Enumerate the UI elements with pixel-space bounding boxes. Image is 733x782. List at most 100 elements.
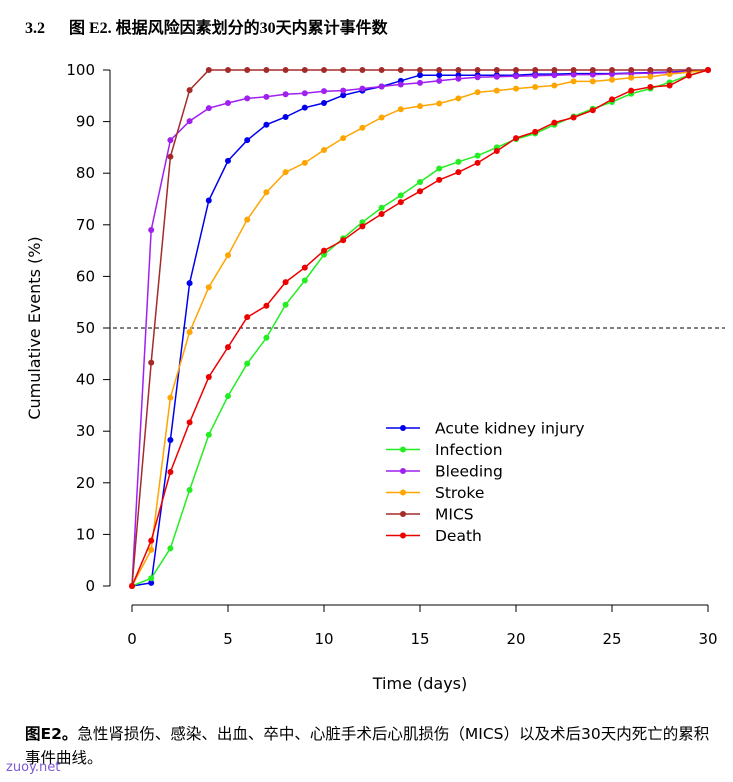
data-point-stroke — [647, 73, 654, 80]
data-point-infection — [263, 334, 270, 341]
data-point-death — [705, 67, 711, 73]
data-point-acute-kidney-injury — [225, 157, 231, 164]
data-point-stroke — [225, 252, 231, 259]
data-point-mics — [532, 67, 539, 73]
data-point-acute-kidney-injury — [301, 104, 308, 111]
section-number: 3.2 — [25, 20, 45, 37]
data-point-death — [321, 247, 327, 254]
data-point-stroke — [551, 82, 558, 89]
data-point-death — [301, 264, 308, 271]
legend-label: Bleeding — [435, 463, 503, 481]
data-point-mics — [685, 67, 692, 73]
data-point-mics — [647, 67, 654, 73]
y-tick-label: 50 — [76, 319, 95, 337]
data-point-bleeding — [340, 87, 347, 94]
data-point-infection — [321, 251, 327, 258]
data-point-mics — [148, 359, 155, 366]
data-point-stroke — [340, 135, 347, 142]
data-point-mics — [340, 67, 347, 73]
data-point-stroke — [609, 76, 615, 83]
figure-title: 图 E2. 根据风险因素划分的30天内累计事件数 — [69, 20, 388, 37]
series-mics — [129, 67, 711, 589]
data-point-bleeding — [417, 79, 423, 86]
data-point-bleeding — [551, 72, 558, 79]
data-point-bleeding — [186, 118, 193, 125]
axes: 0 5 10 15 20 25 30 0 10 20 30 40 50 60 70 80 90 100 — [66, 61, 717, 648]
data-point-death — [340, 237, 347, 244]
series-stroke — [129, 67, 711, 589]
data-point-death — [570, 114, 577, 121]
y-tick-label: 70 — [76, 216, 95, 234]
data-point-acute-kidney-injury — [340, 92, 347, 99]
legend-swatch-point — [400, 489, 406, 496]
data-point-bleeding — [513, 73, 519, 80]
data-point-bleeding — [493, 73, 500, 80]
figure-caption: 图E2。急性肾损伤、感染、出血、卒中、心脏手术后心肌损伤（MICS）以及术后30… — [25, 722, 715, 770]
data-point-bleeding — [532, 72, 539, 79]
data-point-stroke — [532, 84, 539, 91]
data-point-bleeding — [397, 81, 404, 88]
y-axis-label: Cumulative Events (%) — [25, 236, 44, 419]
y-tick-label: 20 — [76, 474, 95, 492]
data-point-mics — [378, 67, 385, 73]
data-point-mics — [359, 67, 366, 73]
data-point-death — [225, 344, 231, 351]
data-point-infection — [474, 152, 481, 159]
data-point-mics — [167, 153, 174, 160]
data-point-bleeding — [244, 95, 251, 102]
x-tick-label: 30 — [698, 630, 717, 648]
data-point-death — [589, 107, 596, 114]
legend-swatch-point — [400, 511, 406, 517]
data-point-infection — [186, 487, 193, 494]
x-tick-label: 20 — [506, 630, 525, 648]
data-point-death — [647, 84, 654, 91]
data-point-bleeding — [589, 71, 596, 78]
data-point-mics — [263, 67, 270, 73]
watermark-text: zuoy.net — [6, 760, 61, 775]
y-tick-label: 10 — [76, 525, 95, 543]
data-point-bleeding — [474, 74, 481, 81]
data-point-death — [666, 82, 673, 89]
data-point-death — [282, 279, 289, 286]
data-point-bleeding — [167, 137, 174, 144]
legend-swatch-point — [400, 532, 406, 539]
series-infection — [129, 67, 711, 589]
data-point-infection — [167, 545, 174, 552]
data-point-bleeding — [263, 93, 270, 100]
data-point-infection — [397, 192, 404, 199]
data-point-death — [129, 583, 135, 589]
data-point-stroke — [417, 103, 423, 110]
data-point-acute-kidney-injury — [417, 72, 423, 79]
data-point-death — [474, 159, 481, 166]
series-acute-kidney-injury — [129, 67, 711, 589]
data-point-mics — [282, 67, 289, 73]
legend-label: Stroke — [435, 484, 484, 502]
data-point-infection — [225, 393, 231, 400]
legend-label: Infection — [435, 441, 503, 459]
x-tick-label: 5 — [223, 630, 233, 648]
data-point-death — [532, 128, 539, 135]
data-point-infection — [359, 219, 366, 226]
y-tick-label: 80 — [76, 164, 95, 182]
data-point-death — [436, 176, 443, 183]
data-point-mics — [455, 67, 462, 73]
caption-text: 急性肾损伤、感染、出血、卒中、心脏手术后心肌损伤（MICS）以及术后30天内死亡… — [25, 725, 710, 767]
data-point-infection — [378, 204, 385, 211]
data-point-bleeding — [225, 100, 231, 107]
data-point-death — [148, 537, 155, 544]
data-point-death — [551, 119, 558, 126]
data-point-acute-kidney-injury — [436, 72, 443, 79]
data-point-mics — [570, 67, 577, 73]
data-point-acute-kidney-injury — [186, 280, 193, 287]
data-point-acute-kidney-injury — [263, 121, 270, 128]
y-tick-label: 0 — [85, 577, 95, 595]
data-point-death — [685, 72, 692, 79]
data-point-acute-kidney-injury — [321, 100, 327, 107]
data-point-stroke — [359, 124, 366, 131]
data-point-stroke — [666, 71, 673, 78]
y-tick-label: 90 — [76, 113, 95, 131]
data-point-mics — [493, 67, 500, 73]
legend-label: MICS — [435, 506, 474, 524]
data-point-stroke — [589, 78, 596, 85]
data-point-mics — [666, 67, 673, 73]
